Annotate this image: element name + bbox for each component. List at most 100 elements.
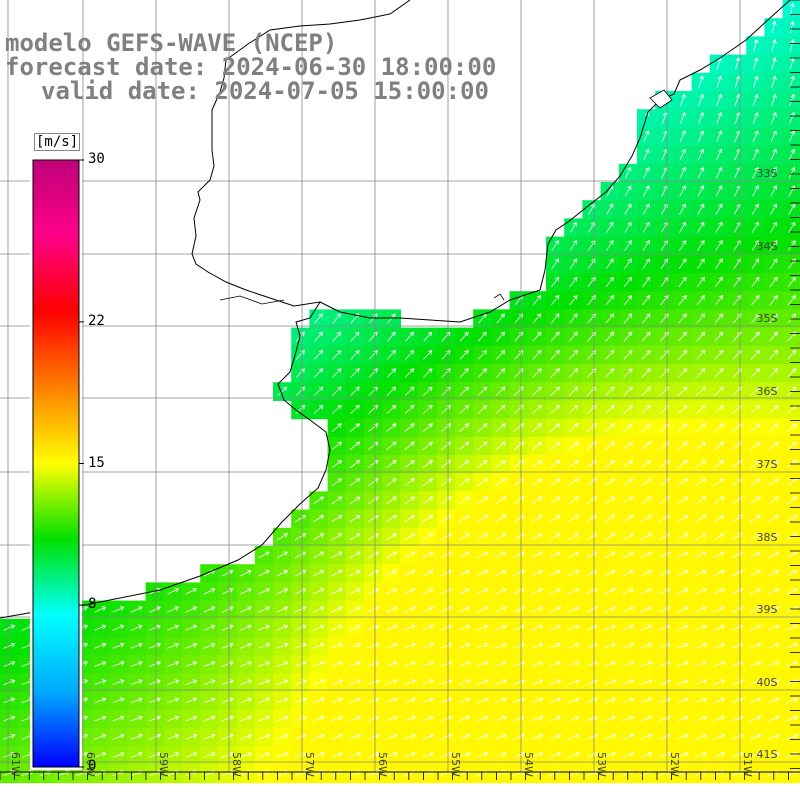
wind-arrow <box>549 478 561 487</box>
speed-cell <box>655 345 674 365</box>
wind-arrow <box>185 733 198 740</box>
speed-cell <box>728 546 747 565</box>
wind-arrow <box>569 295 578 306</box>
lon-label: 55W <box>449 752 462 777</box>
speed-cell <box>637 291 656 310</box>
wind-arrow <box>749 715 762 722</box>
speed-cell <box>746 400 765 420</box>
wind-arrow <box>405 349 415 360</box>
wind-arrow <box>567 606 580 613</box>
wind-arrow <box>549 679 562 685</box>
wind-arrow <box>767 697 780 704</box>
wind-arrow <box>713 642 726 649</box>
wind-arrow <box>567 642 580 649</box>
wind-arrow <box>623 331 633 342</box>
speed-cell <box>637 254 656 274</box>
speed-cell <box>436 400 456 420</box>
speed-cell <box>546 546 565 565</box>
wind-arrow <box>350 423 361 432</box>
speed-cell <box>473 509 492 529</box>
speed-cell <box>764 436 784 456</box>
wind-arrow <box>367 569 380 577</box>
speed-cell <box>455 491 474 511</box>
wind-arrow <box>696 349 706 360</box>
wind-arrow <box>514 368 524 378</box>
speed-cell <box>746 455 765 474</box>
speed-cell <box>564 509 583 529</box>
wind-arrow <box>314 368 324 378</box>
wind-arrow <box>641 349 651 360</box>
speed-cell <box>709 182 729 201</box>
wind-arrow <box>514 404 524 414</box>
wind-arrow <box>385 679 398 685</box>
speed-cell <box>291 364 310 383</box>
wind-arrow <box>148 661 161 667</box>
title-forecast-date: forecast date: 2024-06-30 18:00:00 <box>5 53 497 81</box>
wind-arrow <box>495 569 507 577</box>
wind-arrow <box>459 423 470 432</box>
wind-arrow <box>386 460 397 469</box>
wind-arrow <box>604 624 616 631</box>
speed-cell <box>564 582 583 602</box>
wind-arrow <box>585 752 598 758</box>
wind-arrow <box>167 752 180 758</box>
speed-cell <box>491 364 511 383</box>
speed-cell <box>546 236 565 256</box>
wind-arrow <box>568 368 579 378</box>
wind-arrow <box>531 496 543 505</box>
speed-cell <box>527 455 547 474</box>
speed-cell <box>764 236 784 256</box>
speed-cell <box>618 200 638 219</box>
wind-arrow <box>385 661 398 667</box>
wind-arrow <box>440 533 452 541</box>
speed-cell <box>564 564 583 583</box>
wind-arrow <box>294 752 307 758</box>
wind-arrow <box>694 642 707 649</box>
wind-arrow <box>441 349 451 360</box>
speed-cell <box>637 509 656 529</box>
speed-cell <box>473 400 492 420</box>
wind-arrow <box>477 368 488 378</box>
wind-arrow <box>332 368 342 378</box>
wind-arrow <box>112 661 125 667</box>
wind-arrow <box>386 386 397 396</box>
speed-cell <box>473 327 492 347</box>
wind-arrow <box>767 661 780 667</box>
wind-arrow <box>624 240 632 251</box>
speed-cell <box>637 546 656 565</box>
speed-cell <box>564 254 583 274</box>
wind-arrow <box>476 624 489 631</box>
speed-cell <box>327 455 347 474</box>
wind-arrow <box>750 460 761 469</box>
wind-arrow <box>386 423 397 432</box>
wind-arrow <box>604 441 615 451</box>
wind-arrow <box>459 460 470 469</box>
speed-cell <box>309 345 329 365</box>
wind-arrow <box>549 551 561 559</box>
wind-arrow <box>532 313 542 324</box>
speed-cell <box>473 436 492 456</box>
speed-cell <box>473 382 492 401</box>
wind-arrow <box>441 331 451 342</box>
lat-label: 36S <box>757 385 778 398</box>
wind-arrow <box>330 679 343 685</box>
wind-arrow <box>458 697 471 704</box>
wind-arrow <box>769 240 778 251</box>
speed-cell <box>600 509 620 529</box>
speed-cell <box>655 218 674 238</box>
wind-arrow <box>750 368 761 378</box>
wind-arrow <box>167 588 179 595</box>
speed-cell <box>382 473 401 492</box>
speed-cell <box>673 345 693 365</box>
wind-arrow <box>112 752 125 758</box>
wind-arrow <box>440 697 453 704</box>
wind-arrow <box>770 221 778 233</box>
wind-arrow <box>258 679 271 685</box>
wind-arrow <box>422 569 434 577</box>
wind-arrow <box>604 588 616 595</box>
speed-cell <box>291 509 310 529</box>
speed-cell <box>509 582 529 602</box>
speed-cell <box>764 182 784 201</box>
speed-cell <box>673 200 693 219</box>
